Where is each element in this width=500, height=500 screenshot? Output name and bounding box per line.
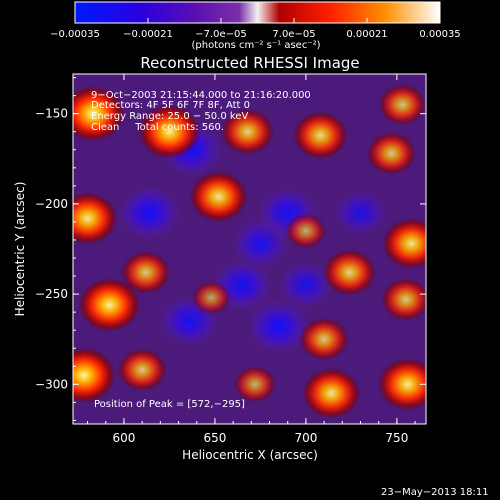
hot-region bbox=[117, 348, 167, 392]
hot-region bbox=[299, 317, 349, 361]
hot-region bbox=[302, 367, 361, 419]
hot-region bbox=[189, 171, 248, 223]
hot-region bbox=[382, 217, 426, 270]
plot-frame bbox=[72, 73, 427, 425]
hot-region bbox=[285, 213, 327, 249]
hot-region bbox=[366, 131, 417, 175]
peak-position-label: Position of Peak = [572,−295] bbox=[94, 399, 245, 410]
hot-regions bbox=[73, 83, 426, 419]
hot-region bbox=[120, 250, 171, 295]
y-axis: −150 −200 −250 −300 bbox=[35, 77, 426, 421]
colorbar-tick-label: 7.0e−05 bbox=[272, 29, 315, 40]
hot-region bbox=[292, 111, 348, 160]
y-axis-label: Heliocentric Y (arcsec) bbox=[13, 182, 27, 317]
colorbar-tick-label: −0.00035 bbox=[50, 29, 100, 40]
colorbar-tick-label: −0.00021 bbox=[123, 29, 173, 40]
x-tick-label: 700 bbox=[294, 431, 317, 445]
hot-region bbox=[73, 85, 126, 142]
colorbar-gradient bbox=[74, 1, 441, 24]
y-tick-label: −200 bbox=[35, 197, 68, 211]
cold-region bbox=[230, 218, 291, 269]
hot-region bbox=[78, 277, 141, 333]
colorbar-tick-label: 0.00035 bbox=[419, 29, 460, 40]
y-tick-label: −250 bbox=[35, 287, 68, 301]
colorbar: −0.00035 −0.00021 −7.0e−05 7.0e−05 0.00021 0.… bbox=[50, 1, 461, 51]
y-tick-label: −300 bbox=[35, 377, 68, 391]
hot-region bbox=[322, 249, 377, 296]
chart-title: Reconstructed RHESSI Image bbox=[140, 54, 359, 72]
hot-region bbox=[73, 191, 118, 245]
annotation-counts: Clean Total counts: 560. bbox=[91, 122, 224, 133]
colorbar-tick-label: −7.0e−05 bbox=[195, 29, 247, 40]
hot-region bbox=[381, 277, 426, 322]
annotation-energy: Energy Range: 25.0 − 50.0 keV bbox=[91, 111, 248, 122]
x-axis-label: Heliocentric X (arcsec) bbox=[182, 448, 318, 462]
annotation-time: 9−Oct−2003 21:15:44.000 to 21:16:20.000 bbox=[91, 90, 311, 101]
cold-region bbox=[116, 185, 183, 241]
hot-region bbox=[191, 280, 231, 315]
cold-region bbox=[246, 298, 312, 355]
hot-region bbox=[378, 83, 426, 126]
hot-region bbox=[73, 347, 116, 404]
hot-region bbox=[233, 365, 277, 403]
x-tick-label: 750 bbox=[385, 431, 408, 445]
heatmap-area bbox=[73, 74, 426, 424]
x-tick-label: 650 bbox=[203, 431, 226, 445]
hot-region bbox=[221, 108, 275, 155]
hot-region bbox=[138, 104, 201, 159]
colorbar-units: (photons cm⁻² s⁻¹ asec⁻²) bbox=[191, 40, 320, 51]
cold-region bbox=[277, 260, 335, 310]
hot-region bbox=[377, 357, 426, 411]
y-tick-label: −150 bbox=[35, 107, 68, 121]
info-annotations: 9−Oct−2003 21:15:44.000 to 21:16:20.000 … bbox=[91, 90, 311, 410]
footer-timestamp: 23−May−2013 18:11 bbox=[381, 487, 489, 498]
colorbar-tick-label: 0.00021 bbox=[346, 29, 387, 40]
x-tick-label: 600 bbox=[112, 431, 135, 445]
colorbar-ticks: −0.00035 −0.00021 −7.0e−05 7.0e−05 0.00021 0.… bbox=[50, 18, 461, 40]
cold-region bbox=[332, 189, 389, 237]
annotation-detectors: Detectors: 4F 5F 6F 7F 8F, Att 0 bbox=[91, 100, 250, 111]
x-axis: 600 650 700 750 bbox=[87, 74, 416, 445]
